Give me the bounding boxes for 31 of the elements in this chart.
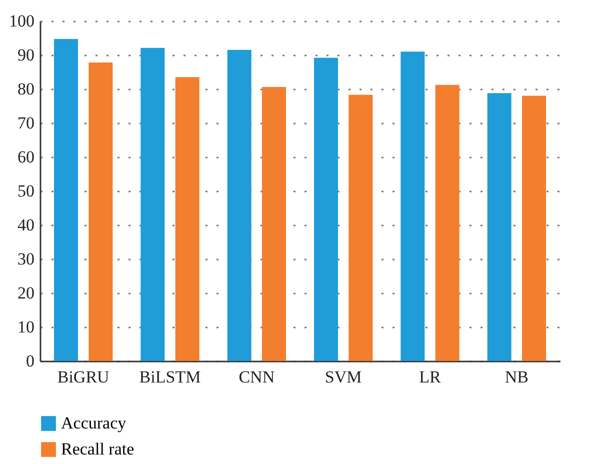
y-tick-label: 30 [18, 250, 34, 268]
bar [175, 77, 200, 361]
bar [435, 84, 460, 361]
x-tick-label: NB [504, 368, 528, 386]
y-tick-label: 80 [18, 80, 34, 98]
y-tick-label: 50 [18, 182, 34, 200]
y-tick-label: 100 [9, 12, 34, 30]
y-tick-label: 10 [18, 318, 34, 336]
bar [54, 39, 78, 361]
bar [522, 96, 546, 361]
y-tick-label: 60 [18, 148, 34, 166]
bar [227, 50, 252, 361]
bar [140, 48, 165, 361]
y-tick-label: 0 [26, 352, 34, 370]
y-tick-label: 90 [18, 46, 34, 64]
x-tick-label: SVM [324, 368, 362, 386]
x-tick-label: BiGRU [57, 368, 110, 386]
bar [262, 86, 286, 361]
x-tick-label: LR [419, 368, 442, 386]
legend-label: Accuracy [61, 414, 127, 432]
y-tick-label: 40 [18, 216, 34, 234]
y-tick-label: 70 [18, 114, 34, 132]
bar [487, 93, 512, 361]
x-tick-label: CNN [238, 368, 275, 386]
bar [400, 52, 425, 361]
x-tick-label: BiLSTM [139, 368, 201, 386]
bar [348, 94, 373, 361]
y-tick-label: 20 [18, 284, 34, 302]
bar [314, 58, 338, 361]
bar [88, 62, 113, 361]
legend-label: Recall rate [61, 440, 134, 458]
